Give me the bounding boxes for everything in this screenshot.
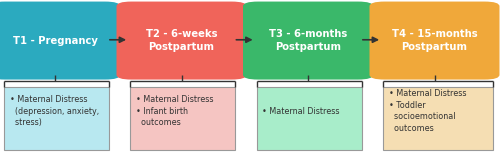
- Text: • Maternal Distress
• Infant birth
  outcomes: • Maternal Distress • Infant birth outco…: [136, 95, 214, 127]
- Text: • Maternal Distress
  (depression, anxiety,
  stress): • Maternal Distress (depression, anxiety…: [10, 95, 99, 127]
- FancyBboxPatch shape: [0, 2, 120, 80]
- Text: T1 - Pregnancy: T1 - Pregnancy: [12, 36, 98, 46]
- FancyBboxPatch shape: [243, 2, 373, 80]
- Bar: [383, 87, 493, 150]
- FancyBboxPatch shape: [370, 2, 500, 80]
- Text: T2 - 6-weeks
Postpartum: T2 - 6-weeks Postpartum: [146, 29, 217, 52]
- FancyBboxPatch shape: [116, 2, 246, 80]
- Bar: [130, 87, 235, 150]
- Text: • Maternal Distress: • Maternal Distress: [262, 107, 340, 116]
- Bar: [4, 87, 108, 150]
- Text: T3 - 6-months
Postpartum: T3 - 6-months Postpartum: [269, 29, 347, 52]
- Text: T4 - 15-months
Postpartum: T4 - 15-months Postpartum: [392, 29, 478, 52]
- Text: • Maternal Distress
• Toddler
  socioemotional
  outcomes: • Maternal Distress • Toddler socioemoti…: [389, 89, 466, 133]
- Bar: [256, 87, 362, 150]
